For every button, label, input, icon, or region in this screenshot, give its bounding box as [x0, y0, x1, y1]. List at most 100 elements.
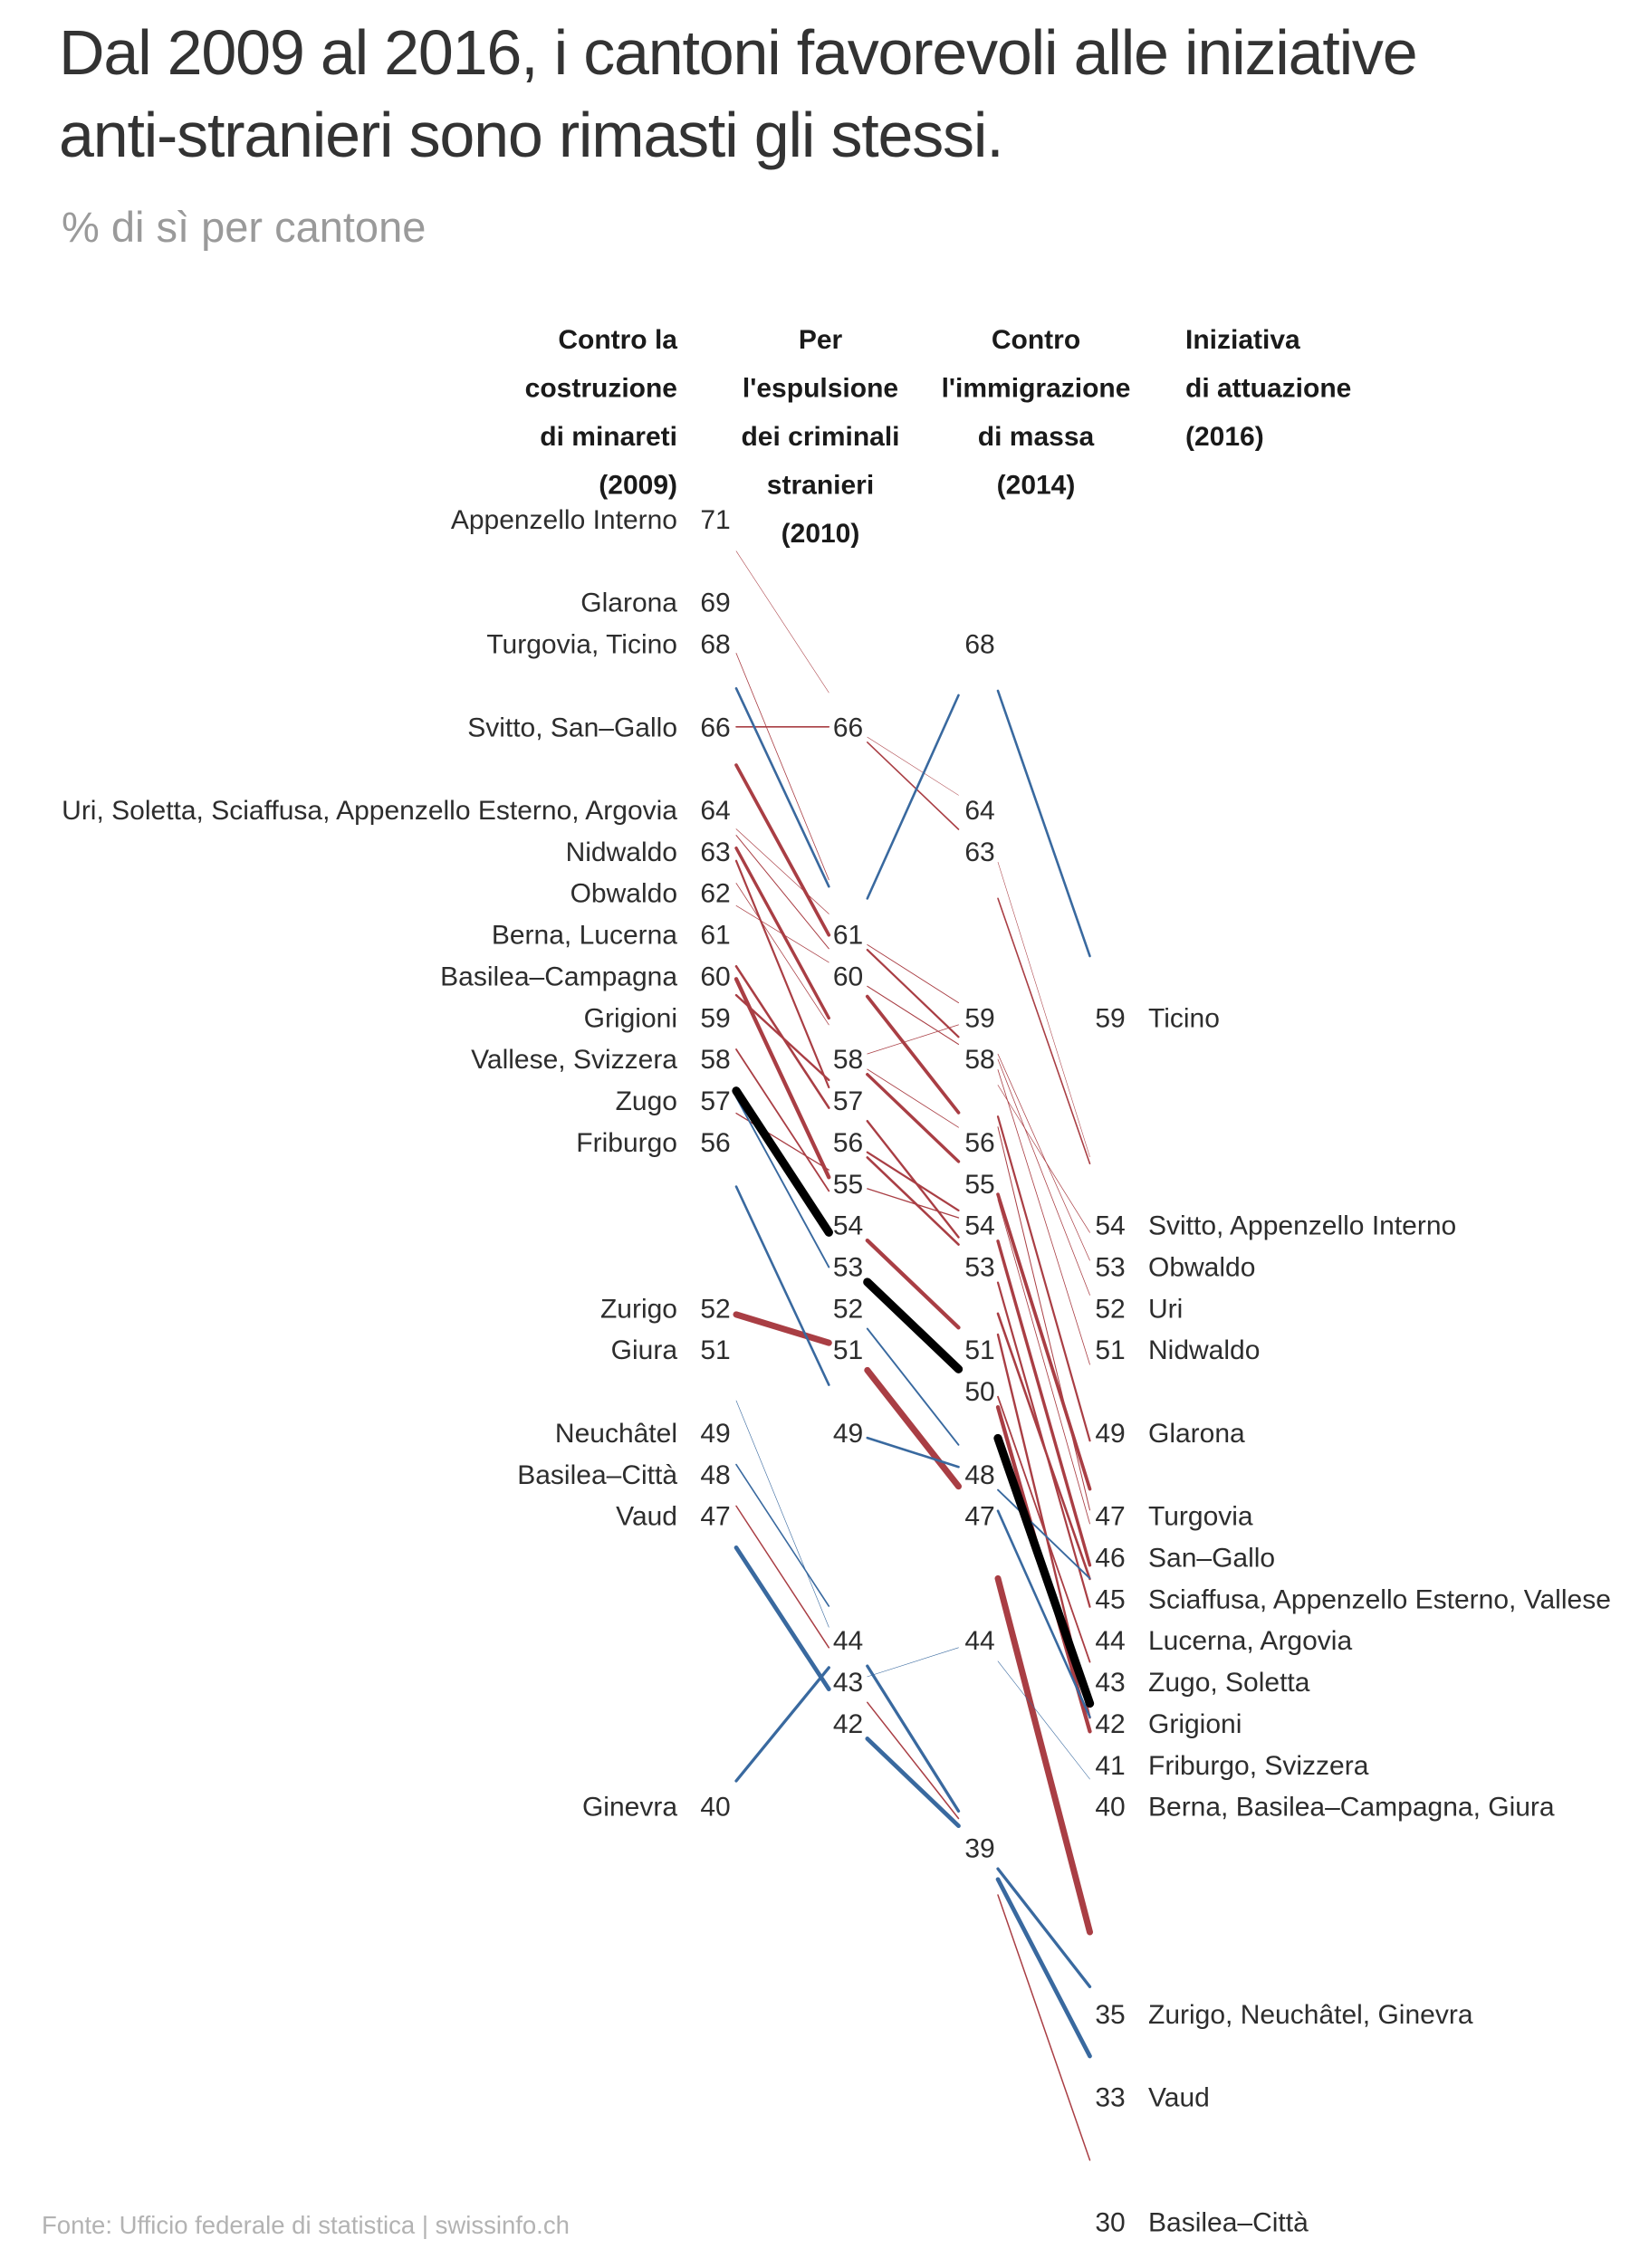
svg-text:Sciaffusa, Appenzello Esterno,: Sciaffusa, Appenzello Esterno, Vallese	[1148, 1584, 1611, 1614]
svg-text:Grigioni: Grigioni	[1148, 1709, 1242, 1739]
svg-text:Contro la: Contro la	[558, 325, 677, 355]
svg-text:58: 58	[833, 1045, 863, 1075]
svg-text:44: 44	[964, 1626, 994, 1656]
svg-text:58: 58	[700, 1045, 730, 1075]
svg-text:Friburgo, Svizzera: Friburgo, Svizzera	[1148, 1751, 1369, 1781]
svg-text:di attuazione: di attuazione	[1185, 374, 1351, 404]
svg-text:San–Gallo: San–Gallo	[1148, 1544, 1275, 1574]
svg-text:Per: Per	[799, 325, 843, 355]
svg-text:33: 33	[1095, 2083, 1125, 2113]
svg-text:Vaud: Vaud	[616, 1502, 677, 1532]
svg-text:35: 35	[1095, 2000, 1125, 2030]
svg-text:Obwaldo: Obwaldo	[1148, 1253, 1255, 1283]
svg-text:dei criminali: dei criminali	[741, 422, 899, 452]
svg-text:Uri, Soletta, Sciaffusa, Appen: Uri, Soletta, Sciaffusa, Appenzello Este…	[62, 796, 677, 826]
svg-text:47: 47	[1095, 1502, 1125, 1532]
svg-text:66: 66	[833, 713, 863, 742]
svg-text:40: 40	[700, 1793, 730, 1823]
svg-text:Basilea–Città: Basilea–Città	[1148, 2207, 1309, 2237]
svg-text:68: 68	[700, 630, 730, 660]
svg-text:56: 56	[833, 1128, 863, 1158]
svg-text:49: 49	[1095, 1419, 1125, 1449]
svg-text:30: 30	[1095, 2207, 1125, 2237]
svg-text:Appenzello Interno: Appenzello Interno	[451, 505, 677, 535]
svg-text:stranieri: stranieri	[767, 471, 874, 501]
svg-text:51: 51	[964, 1335, 994, 1365]
svg-text:di massa: di massa	[978, 422, 1095, 452]
svg-text:69: 69	[700, 589, 730, 618]
svg-text:55: 55	[964, 1170, 994, 1200]
svg-text:Contro: Contro	[992, 325, 1080, 355]
svg-text:45: 45	[1095, 1584, 1125, 1614]
svg-text:53: 53	[833, 1253, 863, 1283]
svg-text:Zurigo, Neuchâtel, Ginevra: Zurigo, Neuchâtel, Ginevra	[1148, 2000, 1473, 2030]
svg-text:Glarona: Glarona	[1148, 1419, 1245, 1449]
svg-text:52: 52	[833, 1294, 863, 1324]
svg-text:61: 61	[700, 921, 730, 951]
svg-text:41: 41	[1095, 1751, 1125, 1781]
svg-text:49: 49	[833, 1419, 863, 1449]
svg-text:54: 54	[833, 1211, 863, 1241]
svg-text:l'espulsione: l'espulsione	[743, 374, 898, 404]
svg-text:64: 64	[700, 796, 730, 826]
svg-text:(2016): (2016)	[1185, 422, 1264, 452]
svg-text:60: 60	[700, 962, 730, 992]
svg-text:48: 48	[700, 1460, 730, 1490]
svg-text:Neuchâtel: Neuchâtel	[555, 1419, 677, 1449]
svg-text:44: 44	[833, 1626, 863, 1656]
svg-text:Vallese, Svizzera: Vallese, Svizzera	[471, 1045, 677, 1075]
svg-text:Zugo: Zugo	[616, 1086, 677, 1116]
svg-text:62: 62	[700, 879, 730, 909]
svg-text:49: 49	[700, 1419, 730, 1449]
svg-text:54: 54	[1095, 1211, 1125, 1241]
svg-text:46: 46	[1095, 1544, 1125, 1574]
svg-text:52: 52	[700, 1294, 730, 1324]
svg-text:61: 61	[833, 921, 863, 951]
svg-text:51: 51	[833, 1335, 863, 1365]
svg-text:44: 44	[1095, 1626, 1125, 1656]
svg-text:Lucerna, Argovia: Lucerna, Argovia	[1148, 1626, 1352, 1656]
svg-text:costruzione: costruzione	[525, 374, 677, 404]
svg-text:53: 53	[1095, 1253, 1125, 1283]
svg-text:40: 40	[1095, 1793, 1125, 1823]
svg-text:Basilea–Città: Basilea–Città	[517, 1460, 677, 1490]
svg-text:56: 56	[700, 1128, 730, 1158]
svg-text:55: 55	[833, 1170, 863, 1200]
svg-text:di minareti: di minareti	[540, 422, 677, 452]
svg-text:51: 51	[1095, 1335, 1125, 1365]
svg-text:Grigioni: Grigioni	[584, 1003, 677, 1033]
svg-text:54: 54	[964, 1211, 994, 1241]
svg-text:Turgovia: Turgovia	[1148, 1502, 1253, 1532]
svg-text:l'immigrazione: l'immigrazione	[942, 374, 1131, 404]
svg-text:43: 43	[1095, 1668, 1125, 1698]
svg-text:43: 43	[833, 1668, 863, 1698]
svg-text:Ticino: Ticino	[1148, 1003, 1220, 1033]
svg-text:56: 56	[964, 1128, 994, 1158]
svg-text:48: 48	[964, 1460, 994, 1490]
svg-text:Basilea–Campagna: Basilea–Campagna	[440, 962, 677, 992]
svg-text:51: 51	[700, 1335, 730, 1365]
svg-text:59: 59	[964, 1003, 994, 1033]
svg-text:Berna, Basilea–Campagna, Giura: Berna, Basilea–Campagna, Giura	[1148, 1793, 1555, 1823]
svg-text:60: 60	[833, 962, 863, 992]
svg-text:59: 59	[1095, 1003, 1125, 1033]
svg-text:42: 42	[1095, 1709, 1125, 1739]
svg-text:Iniziativa: Iniziativa	[1185, 325, 1300, 355]
svg-text:Nidwaldo: Nidwaldo	[566, 837, 677, 867]
svg-text:Svitto, Appenzello Interno: Svitto, Appenzello Interno	[1148, 1211, 1456, 1241]
svg-text:Uri: Uri	[1148, 1294, 1183, 1324]
svg-text:63: 63	[700, 837, 730, 867]
svg-text:47: 47	[964, 1502, 994, 1532]
svg-text:Vaud: Vaud	[1148, 2083, 1210, 2113]
svg-text:42: 42	[833, 1709, 863, 1739]
svg-text:Nidwaldo: Nidwaldo	[1148, 1335, 1260, 1365]
svg-text:52: 52	[1095, 1294, 1125, 1324]
svg-text:71: 71	[700, 505, 730, 535]
svg-text:Zurigo: Zurigo	[600, 1294, 677, 1324]
svg-text:47: 47	[700, 1502, 730, 1532]
svg-text:Turgovia, Ticino: Turgovia, Ticino	[486, 630, 677, 660]
svg-text:64: 64	[964, 796, 994, 826]
svg-text:39: 39	[964, 1834, 994, 1864]
svg-text:Glarona: Glarona	[580, 589, 677, 618]
svg-text:(2014): (2014)	[997, 471, 1076, 501]
